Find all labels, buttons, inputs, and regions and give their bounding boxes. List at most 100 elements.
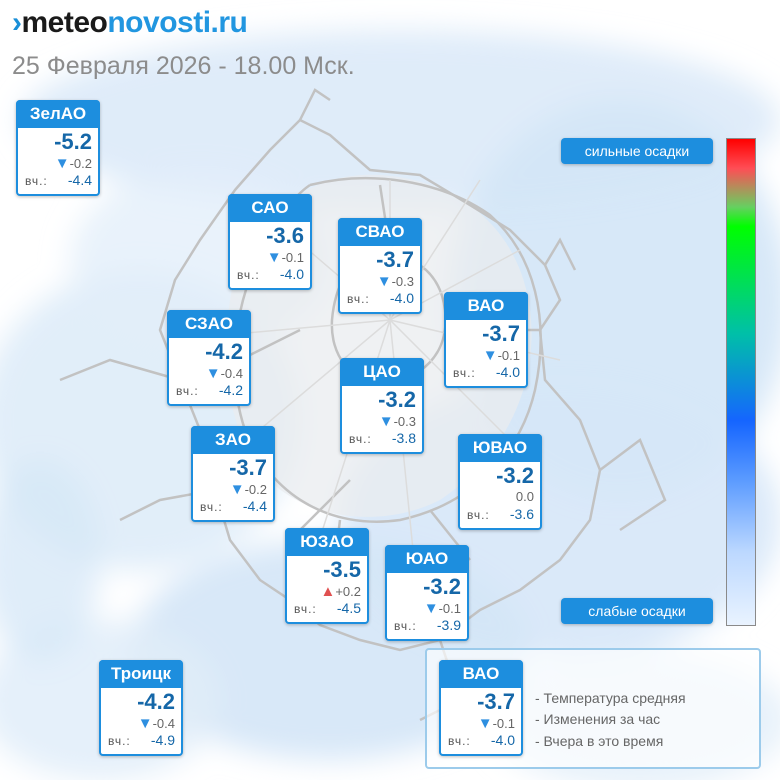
district-card-svao: СВАО -3.7 ▼-0.3 вч.: -4.0 [338,218,422,314]
arrow-down-icon: ▼ [54,155,70,172]
change-value: -0.1 [497,348,520,363]
yesterday-value: -3.6 [509,506,534,522]
district-card-zao: ЗАО -3.7 ▼-0.2 вч.: -4.4 [191,426,275,522]
change-value: -0.2 [69,156,92,171]
legend-sample-card: ВАО -3.7 ▼-0.1 вч.: -4.0 [439,660,523,756]
change-value: -0.1 [281,250,304,265]
arrow-down-icon: ▼ [229,481,245,498]
district-card-troitsk: Троицк -4.2 ▼-0.4 вч.: -4.9 [99,660,183,756]
change-value: -0.3 [393,414,416,429]
district-temperature: -3.2 [378,387,416,412]
district-name: ЮАО [385,545,469,573]
district-name: СВАО [338,218,422,246]
yesterday-value: -3.9 [436,617,461,633]
district-name: САО [228,194,312,222]
yesterday-value: -4.0 [490,732,515,748]
legend-line-temperature: - Температура средняя [535,690,686,706]
arrow-up-icon: ▲ [320,583,336,600]
district-name: ЮВАО [458,434,542,462]
hourly-change: ▼-0.1 [424,600,461,617]
arrow-down-icon: ▼ [477,715,493,732]
site-logo[interactable]: ›meteonovosti.ru [12,6,248,40]
district-card-cao: ЦАО -3.2 ▼-0.3 вч.: -3.8 [340,358,424,454]
hourly-change: ▼-0.2 [230,481,267,498]
hourly-change: ▼-0.3 [377,273,414,290]
district-name: Троицк [99,660,183,688]
district-temperature: -4.2 [205,339,243,364]
yesterday-label: вч.: [347,292,370,306]
district-card-yuzao: ЮЗАО -3.5 ▲+0.2 вч.: -4.5 [285,528,369,624]
arrow-down-icon: ▼ [376,273,392,290]
precipitation-color-scale [726,138,756,626]
change-value: -0.1 [438,601,461,616]
district-card-yuao: ЮАО -3.2 ▼-0.1 вч.: -3.9 [385,545,469,641]
yesterday-value: -3.8 [391,430,416,446]
district-card-vao: ВАО -3.7 ▼-0.1 вч.: -4.0 [444,292,528,388]
arrow-down-icon: ▼ [137,715,153,732]
yesterday-label: вч.: [200,500,223,514]
district-temperature: -4.2 [137,689,175,714]
district-temperature: -5.2 [54,129,92,154]
change-value: -0.3 [391,274,414,289]
hourly-change: ▼-0.1 [483,347,520,364]
hourly-change: ▼-0.4 [206,365,243,382]
district-temperature: -3.6 [266,223,304,248]
district-temperature: -3.7 [477,689,515,714]
logo-text-meteo: meteo [21,6,108,39]
map-datetime: 25 Февраля 2026 - 18.00 Мск. [12,52,355,80]
yesterday-value: -4.9 [150,732,175,748]
yesterday-label: вч.: [448,734,471,748]
district-name: ЗАО [191,426,275,454]
district-name: ВАО [439,660,523,688]
district-name: ВАО [444,292,528,320]
arrow-down-icon: ▼ [482,347,498,364]
district-card-sao: САО -3.6 ▼-0.1 вч.: -4.0 [228,194,312,290]
yesterday-value: -4.4 [67,172,92,188]
hourly-change: ▼-0.1 [478,715,515,732]
district-temperature: -3.2 [496,463,534,488]
arrow-down-icon: ▼ [205,365,221,382]
district-temperature: -3.5 [323,557,361,582]
arrow-down-icon: ▼ [423,600,439,617]
district-temperature: -3.7 [482,321,520,346]
yesterday-value: -4.2 [218,382,243,398]
yesterday-value: -4.0 [279,266,304,282]
yesterday-value: -4.0 [389,290,414,306]
yesterday-value: -4.4 [242,498,267,514]
weak-precip-label: слабые осадки [561,598,713,624]
yesterday-label: вч.: [467,508,490,522]
yesterday-label: вч.: [453,366,476,380]
yesterday-label: вч.: [176,384,199,398]
legend-line-change: - Изменения за час [535,711,661,727]
district-card-szao: СЗАО -4.2 ▼-0.4 вч.: -4.2 [167,310,251,406]
hourly-change: ▲+0.2 [320,583,361,600]
hourly-change: 0.0 [516,489,534,504]
legend-line-yesterday: - Вчера в это время [535,733,664,749]
yesterday-value: -4.0 [495,364,520,380]
district-temperature: -3.7 [229,455,267,480]
yesterday-value: -4.5 [336,600,361,616]
change-value: +0.2 [335,584,361,599]
arrow-down-icon: ▼ [378,413,394,430]
logo-mark: › [12,6,22,39]
district-card-yuvao: ЮВАО -3.2 0.0 вч.: -3.6 [458,434,542,530]
change-value: -0.4 [152,716,175,731]
arrow-down-icon: ▼ [266,249,282,266]
yesterday-label: вч.: [294,602,317,616]
district-name: СЗАО [167,310,251,338]
district-name: ЗелАО [16,100,100,128]
district-name: ЦАО [340,358,424,386]
district-temperature: -3.7 [376,247,414,272]
yesterday-label: вч.: [349,432,372,446]
hourly-change: ▼-0.4 [138,715,175,732]
district-temperature: -3.2 [423,574,461,599]
change-value: -0.4 [220,366,243,381]
change-value: 0.0 [515,489,534,504]
district-card-zelao: ЗелАО -5.2 ▼-0.2 вч.: -4.4 [16,100,100,196]
yesterday-label: вч.: [108,734,131,748]
hourly-change: ▼-0.3 [379,413,416,430]
logo-text-novosti: novosti.ru [107,6,248,39]
strong-precip-label: сильные осадки [561,138,713,164]
hourly-change: ▼-0.1 [267,249,304,266]
